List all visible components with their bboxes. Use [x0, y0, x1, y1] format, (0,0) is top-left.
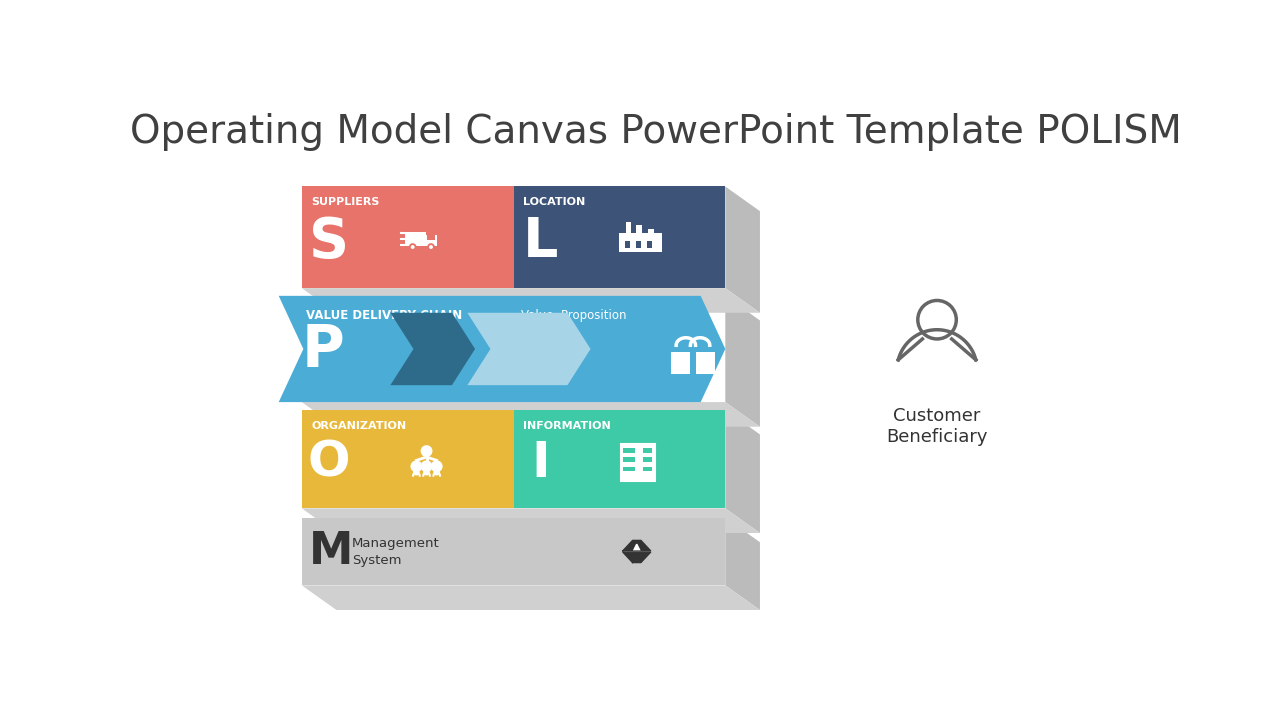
Polygon shape — [302, 585, 760, 610]
Bar — [302, 518, 726, 585]
Circle shape — [408, 243, 416, 251]
Polygon shape — [302, 508, 760, 533]
Bar — [669, 346, 717, 352]
Polygon shape — [279, 296, 726, 402]
Bar — [672, 351, 714, 374]
Bar — [626, 222, 631, 235]
Text: SUPPLIERS: SUPPLIERS — [311, 197, 379, 207]
Bar — [623, 457, 635, 462]
Bar — [621, 444, 655, 482]
Text: VALUE DELIVERY CHAIN: VALUE DELIVERY CHAIN — [306, 309, 462, 322]
Polygon shape — [623, 552, 650, 562]
Bar — [669, 346, 717, 352]
Text: S: S — [308, 215, 348, 269]
Text: INFORMATION: INFORMATION — [522, 420, 611, 431]
Text: Value  Proposition: Value Proposition — [521, 309, 627, 322]
Bar — [621, 444, 655, 482]
Bar — [623, 439, 641, 444]
Circle shape — [411, 460, 422, 472]
Text: Customer
Beneficiary: Customer Beneficiary — [886, 408, 988, 446]
Bar — [302, 186, 513, 288]
Bar — [625, 240, 631, 248]
Text: LOCATION: LOCATION — [522, 197, 585, 207]
Text: Management: Management — [352, 537, 439, 550]
Polygon shape — [390, 312, 475, 385]
Bar — [636, 225, 641, 235]
Circle shape — [421, 460, 433, 472]
Circle shape — [413, 469, 420, 475]
Text: M: M — [308, 530, 353, 573]
Bar — [302, 410, 513, 508]
Bar — [644, 467, 652, 471]
Bar — [620, 233, 662, 253]
Bar — [428, 234, 435, 240]
Bar — [513, 410, 726, 508]
Polygon shape — [632, 544, 640, 550]
Polygon shape — [623, 541, 650, 551]
Circle shape — [431, 460, 443, 472]
Text: P: P — [302, 322, 344, 379]
Bar — [623, 467, 635, 471]
Text: ORGANIZATION: ORGANIZATION — [311, 420, 406, 431]
Polygon shape — [302, 288, 760, 312]
Bar — [406, 233, 426, 246]
Text: I: I — [531, 439, 550, 487]
Polygon shape — [726, 186, 760, 312]
Circle shape — [429, 245, 433, 249]
Bar — [644, 457, 652, 462]
Circle shape — [424, 469, 430, 475]
Circle shape — [411, 245, 415, 249]
Polygon shape — [726, 296, 760, 427]
Circle shape — [434, 469, 440, 475]
Bar — [623, 448, 635, 453]
Polygon shape — [726, 518, 760, 610]
Text: Operating Model Canvas PowerPoint Template POLISM: Operating Model Canvas PowerPoint Templa… — [131, 113, 1181, 151]
Polygon shape — [302, 402, 760, 427]
Bar — [636, 240, 641, 248]
Bar — [644, 448, 652, 453]
Text: L: L — [522, 215, 558, 269]
Bar — [690, 344, 695, 374]
Text: System: System — [352, 554, 402, 567]
Polygon shape — [467, 312, 590, 385]
Polygon shape — [726, 410, 760, 533]
Bar — [646, 240, 652, 248]
Circle shape — [421, 445, 433, 457]
Bar — [648, 229, 654, 235]
Circle shape — [428, 243, 435, 251]
Text: O: O — [307, 439, 349, 487]
Bar — [426, 235, 438, 246]
Bar — [513, 186, 726, 288]
